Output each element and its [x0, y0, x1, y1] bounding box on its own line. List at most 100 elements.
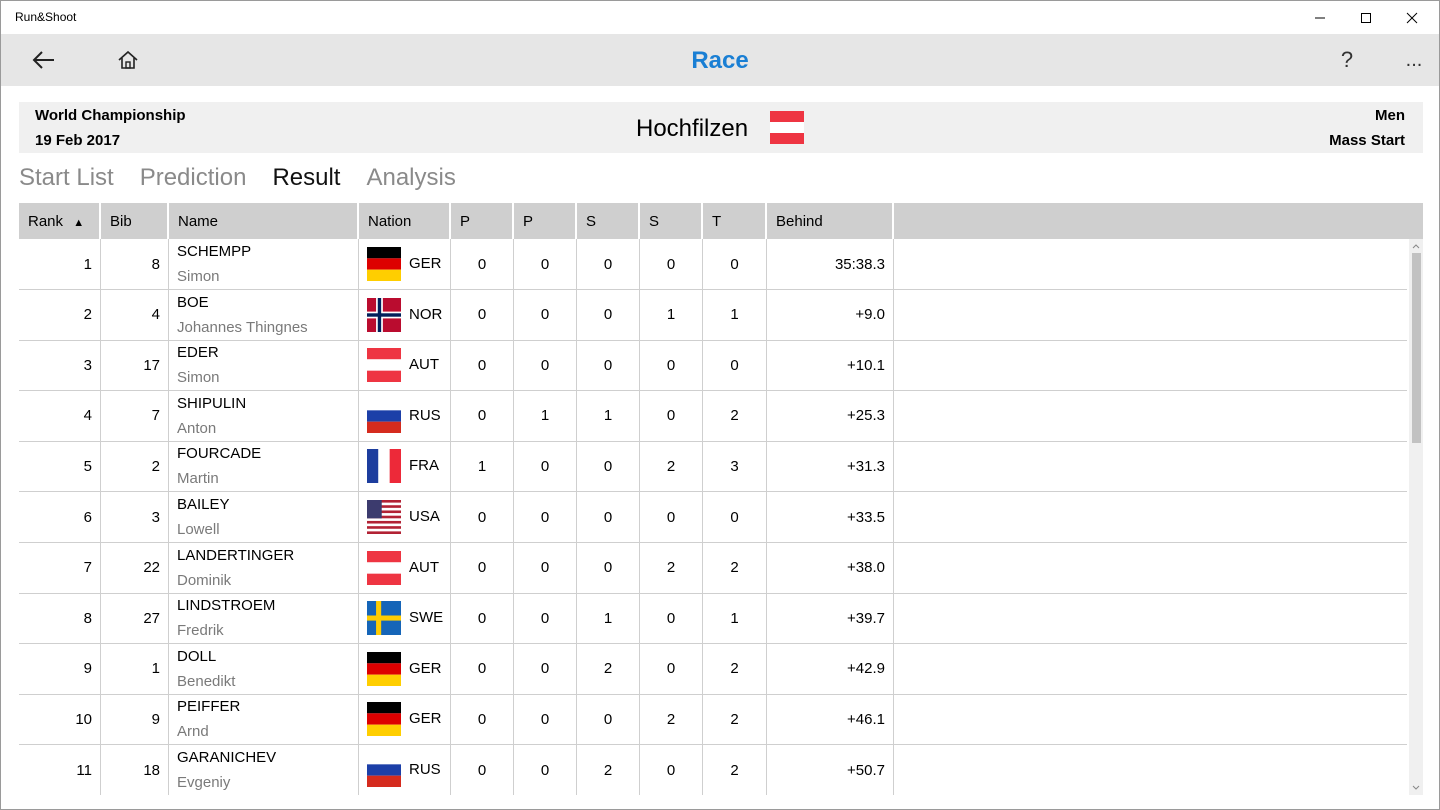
bib-cell: 9 [101, 694, 169, 745]
russia-flag-icon [367, 398, 401, 433]
athlete-first-name: Lowell [177, 521, 220, 538]
back-arrow-icon [32, 51, 54, 69]
standing-1-cell: 0 [577, 492, 640, 542]
athlete-last-name: BAILEY [177, 496, 230, 513]
column-header-prone-2[interactable]: P [514, 203, 577, 239]
athlete-last-name: LANDERTINGER [177, 546, 295, 564]
rank-cell: 4 [19, 390, 101, 441]
column-header-standing-1[interactable]: S [577, 203, 640, 239]
prone-2-cell: 0 [514, 340, 577, 391]
tab-analysis[interactable]: Analysis [366, 164, 456, 191]
rank-cell: 11 [19, 745, 101, 795]
behind-cell: +46.1 [767, 694, 894, 745]
table-row[interactable]: 7 22 LANDERTINGER Dominik AUT 0 0 0 2 2 +38.0 [19, 542, 1407, 594]
austria-flag-icon [367, 550, 401, 585]
nation-code: NOR [409, 305, 443, 323]
total-misses-cell: 2 [703, 694, 767, 745]
bib-cell: 7 [101, 390, 169, 441]
maximize-icon [1361, 12, 1371, 23]
standing-1-cell: 0 [577, 542, 640, 593]
standing-2-cell: 0 [640, 643, 703, 694]
minimize-button[interactable] [1297, 1, 1343, 34]
table-row[interactable]: 2 4 BOE Johannes Thingnes NOR 0 0 0 1 1 +9.0 [19, 289, 1407, 341]
bib-cell: 3 [101, 492, 169, 542]
home-button[interactable] [102, 34, 154, 86]
tab-prediction[interactable]: Prediction [139, 164, 247, 191]
total-misses-cell: 2 [703, 542, 767, 593]
column-header-total[interactable]: T [703, 203, 767, 239]
athlete-name-cell: PEIFFER Arnd [169, 694, 359, 745]
bib-cell: 8 [101, 239, 169, 289]
prone-2-cell: 0 [514, 542, 577, 593]
table-row[interactable]: 4 7 SHIPULIN Anton RUS 0 1 1 0 2 +25.3 [19, 390, 1407, 442]
athlete-last-name: PEIFFER [177, 698, 241, 716]
total-misses-cell: 0 [703, 492, 767, 542]
table-row[interactable]: 1 8 SCHEMPP Simon GER 0 0 0 0 0 35:38.3 [19, 239, 1407, 290]
help-button[interactable]: ? [1340, 47, 1354, 72]
nation-cell: USA [359, 492, 451, 542]
nation-cell: NOR [359, 289, 451, 340]
behind-cell: +9.0 [767, 289, 894, 340]
rank-cell: 7 [19, 542, 101, 593]
athlete-name-cell: LINDSTROEM Fredrik [169, 593, 359, 644]
vertical-scrollbar[interactable] [1409, 239, 1423, 795]
standing-2-cell: 2 [640, 694, 703, 745]
rank-cell: 9 [19, 643, 101, 694]
nation-code: FRA [409, 457, 439, 475]
table-row[interactable]: 11 18 GARANICHEV Evgeniy RUS 0 0 2 0 2 +50.7 [19, 745, 1407, 795]
scroll-down-icon [1412, 785, 1420, 790]
close-icon [1406, 12, 1418, 23]
standing-1-cell: 0 [577, 289, 640, 340]
prone-1-cell: 0 [451, 340, 514, 391]
column-header-nation[interactable]: Nation [359, 203, 451, 239]
rank-cell: 6 [19, 492, 101, 542]
athlete-last-name: EDER [177, 344, 219, 362]
prone-2-cell: 0 [514, 289, 577, 340]
event-date: 19 Feb 2017 [35, 132, 121, 149]
scrollbar-thumb[interactable] [1412, 253, 1421, 443]
maximize-button[interactable] [1343, 1, 1389, 34]
column-header-standing-2[interactable]: S [640, 203, 703, 239]
rank-cell: 1 [19, 239, 101, 289]
athlete-name-cell: DOLL Benedikt [169, 643, 359, 694]
germany-flag-icon [367, 247, 401, 281]
athlete-first-name: Anton [177, 419, 217, 437]
total-misses-cell: 1 [703, 289, 767, 340]
athlete-last-name: SHIPULIN [177, 394, 247, 412]
table-row[interactable]: 6 3 BAILEY Lowell USA 0 0 0 0 0 +33.5 [19, 492, 1407, 543]
table-row[interactable]: 8 27 LINDSTROEM Fredrik SWE 0 0 1 0 1 +39.7 [19, 593, 1407, 645]
table-row[interactable]: 3 17 EDER Simon AUT 0 0 0 0 0 +10.1 [19, 340, 1407, 392]
table-row[interactable]: 10 9 PEIFFER Arnd GER 0 0 0 2 2 +46.1 [19, 694, 1407, 746]
column-header-bib[interactable]: Bib [101, 203, 169, 239]
prone-1-cell: 0 [451, 542, 514, 593]
athlete-first-name: Dominik [177, 571, 232, 589]
prone-1-cell: 0 [451, 593, 514, 644]
column-header-behind[interactable]: Behind [767, 203, 894, 239]
prone-1-cell: 0 [451, 239, 514, 289]
column-header-prone-1[interactable]: P [451, 203, 514, 239]
column-header-rank[interactable]: Rank ▲ [19, 203, 101, 239]
column-header-name[interactable]: Name [169, 203, 359, 239]
tab-start-list[interactable]: Start List [19, 164, 114, 191]
nation-cell: GER [359, 643, 451, 694]
austria-flag-icon [367, 348, 401, 383]
athlete-first-name: Evgeniy [177, 774, 231, 791]
table-row[interactable]: 5 2 FOURCADE Martin FRA 1 0 0 2 3 +31.3 [19, 441, 1407, 493]
austria-flag-icon [770, 111, 804, 144]
total-misses-cell: 1 [703, 593, 767, 644]
standing-1-cell: 2 [577, 643, 640, 694]
page-title: Race [691, 47, 749, 74]
behind-cell: 35:38.3 [767, 239, 894, 289]
table-row[interactable]: 9 1 DOLL Benedikt GER 0 0 2 0 2 +42.9 [19, 643, 1407, 695]
more-button[interactable]: ... [1405, 48, 1423, 71]
close-button[interactable] [1389, 1, 1435, 34]
athlete-last-name: GARANICHEV [177, 749, 277, 766]
behind-cell: +39.7 [767, 593, 894, 644]
tab-result[interactable]: Result [272, 164, 341, 191]
rank-cell: 10 [19, 694, 101, 745]
back-button[interactable] [18, 34, 70, 86]
total-misses-cell: 0 [703, 239, 767, 289]
total-misses-cell: 2 [703, 643, 767, 694]
nation-cell: SWE [359, 593, 451, 644]
